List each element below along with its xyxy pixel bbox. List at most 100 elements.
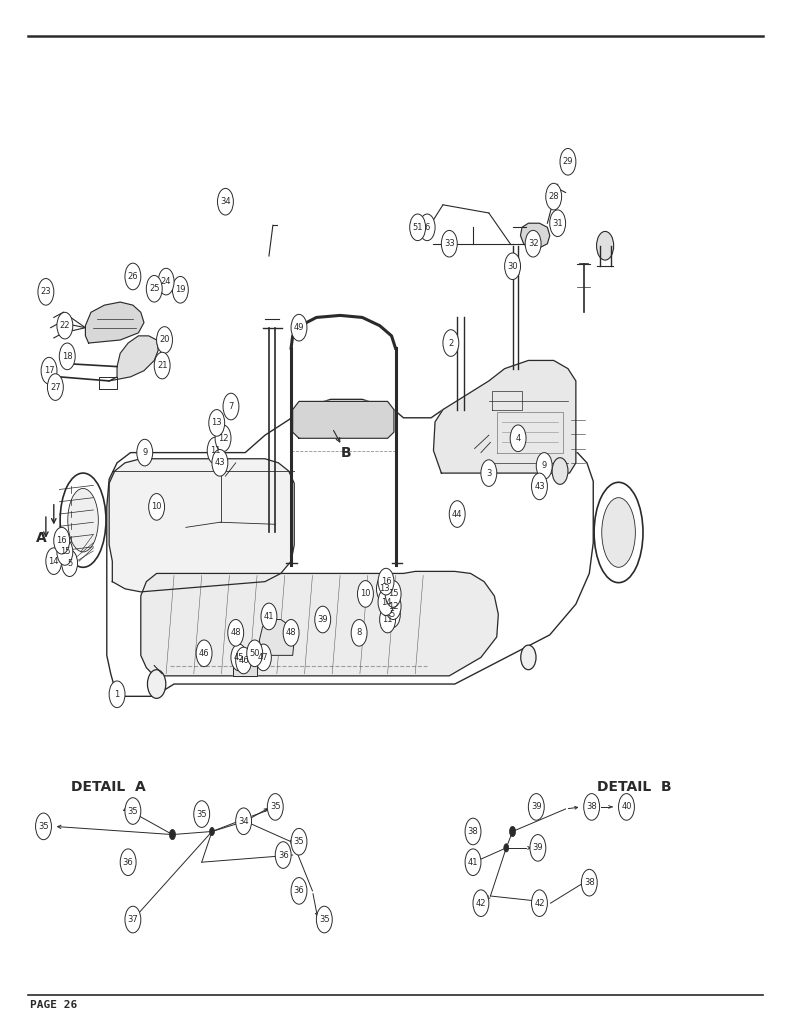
Text: 5: 5 bbox=[67, 559, 72, 567]
Ellipse shape bbox=[169, 829, 176, 840]
Ellipse shape bbox=[419, 214, 435, 241]
Ellipse shape bbox=[378, 589, 394, 615]
Ellipse shape bbox=[283, 620, 299, 646]
Text: 3: 3 bbox=[486, 469, 491, 477]
Text: DETAIL  B: DETAIL B bbox=[597, 779, 672, 794]
Ellipse shape bbox=[231, 644, 247, 671]
Ellipse shape bbox=[441, 230, 457, 257]
Text: 12: 12 bbox=[218, 434, 229, 442]
Text: 6: 6 bbox=[425, 223, 430, 231]
Text: 41: 41 bbox=[467, 858, 479, 866]
Ellipse shape bbox=[581, 869, 597, 896]
Text: 39: 39 bbox=[532, 844, 543, 852]
Text: 35: 35 bbox=[196, 810, 207, 818]
Text: 30: 30 bbox=[507, 262, 518, 270]
Polygon shape bbox=[259, 620, 294, 655]
Ellipse shape bbox=[38, 279, 54, 305]
Polygon shape bbox=[433, 360, 576, 473]
Ellipse shape bbox=[149, 494, 165, 520]
Ellipse shape bbox=[154, 352, 170, 379]
Text: 48: 48 bbox=[286, 629, 297, 637]
Ellipse shape bbox=[596, 231, 614, 260]
Text: DETAIL  A: DETAIL A bbox=[71, 779, 146, 794]
Text: 46: 46 bbox=[238, 656, 249, 665]
Text: 10: 10 bbox=[151, 503, 162, 511]
Ellipse shape bbox=[560, 148, 576, 175]
Ellipse shape bbox=[532, 890, 547, 916]
Ellipse shape bbox=[584, 794, 600, 820]
Ellipse shape bbox=[377, 575, 392, 602]
Text: 15: 15 bbox=[59, 548, 70, 556]
Ellipse shape bbox=[228, 620, 244, 646]
Ellipse shape bbox=[619, 794, 634, 820]
Ellipse shape bbox=[223, 393, 239, 420]
Ellipse shape bbox=[291, 878, 307, 904]
Ellipse shape bbox=[212, 450, 228, 476]
Text: 2: 2 bbox=[448, 339, 453, 347]
Text: 27: 27 bbox=[50, 383, 61, 391]
Text: 20: 20 bbox=[159, 336, 170, 344]
Text: 48: 48 bbox=[230, 629, 241, 637]
Ellipse shape bbox=[215, 425, 231, 452]
Ellipse shape bbox=[520, 645, 536, 670]
Ellipse shape bbox=[120, 849, 136, 876]
Ellipse shape bbox=[465, 818, 481, 845]
Ellipse shape bbox=[125, 263, 141, 290]
Ellipse shape bbox=[46, 548, 62, 574]
Text: 4: 4 bbox=[516, 434, 520, 442]
Ellipse shape bbox=[41, 357, 57, 384]
Text: 43: 43 bbox=[214, 459, 225, 467]
Ellipse shape bbox=[267, 794, 283, 820]
Polygon shape bbox=[109, 459, 294, 592]
Polygon shape bbox=[233, 659, 257, 676]
Ellipse shape bbox=[57, 539, 73, 565]
Text: 39: 39 bbox=[531, 803, 542, 811]
Text: 42: 42 bbox=[534, 899, 545, 907]
Text: 36: 36 bbox=[123, 858, 134, 866]
Ellipse shape bbox=[291, 314, 307, 341]
Ellipse shape bbox=[315, 606, 331, 633]
Ellipse shape bbox=[351, 620, 367, 646]
Text: 36: 36 bbox=[293, 887, 305, 895]
Text: 47: 47 bbox=[258, 653, 269, 662]
Ellipse shape bbox=[510, 425, 526, 452]
Ellipse shape bbox=[465, 849, 481, 876]
Ellipse shape bbox=[291, 828, 307, 855]
Ellipse shape bbox=[358, 581, 373, 607]
Text: 10: 10 bbox=[360, 590, 371, 598]
Text: 16: 16 bbox=[56, 537, 67, 545]
Text: 26: 26 bbox=[127, 272, 138, 281]
Ellipse shape bbox=[275, 842, 291, 868]
Text: 35: 35 bbox=[293, 838, 305, 846]
Text: 43: 43 bbox=[534, 482, 545, 490]
Text: 38: 38 bbox=[586, 803, 597, 811]
Text: 11: 11 bbox=[210, 446, 221, 455]
Ellipse shape bbox=[194, 801, 210, 827]
Text: 39: 39 bbox=[317, 615, 328, 624]
Text: 24: 24 bbox=[161, 278, 172, 286]
Text: 14: 14 bbox=[48, 557, 59, 565]
Ellipse shape bbox=[550, 210, 566, 237]
Ellipse shape bbox=[57, 312, 73, 339]
Ellipse shape bbox=[207, 437, 223, 464]
Text: 51: 51 bbox=[412, 223, 423, 231]
Text: 8: 8 bbox=[357, 629, 361, 637]
Text: 41: 41 bbox=[263, 612, 274, 621]
Ellipse shape bbox=[158, 268, 174, 295]
Ellipse shape bbox=[247, 640, 263, 667]
Polygon shape bbox=[293, 401, 394, 438]
Ellipse shape bbox=[255, 644, 271, 671]
Text: 22: 22 bbox=[59, 322, 70, 330]
Ellipse shape bbox=[109, 681, 125, 708]
Ellipse shape bbox=[68, 488, 98, 552]
Ellipse shape bbox=[530, 835, 546, 861]
Ellipse shape bbox=[378, 568, 394, 595]
Text: 11: 11 bbox=[382, 615, 393, 624]
Ellipse shape bbox=[125, 906, 141, 933]
Ellipse shape bbox=[384, 601, 400, 628]
Ellipse shape bbox=[532, 473, 547, 500]
Polygon shape bbox=[141, 571, 498, 676]
Text: 9: 9 bbox=[542, 462, 547, 470]
Text: 5: 5 bbox=[390, 610, 395, 618]
Text: 19: 19 bbox=[175, 286, 186, 294]
